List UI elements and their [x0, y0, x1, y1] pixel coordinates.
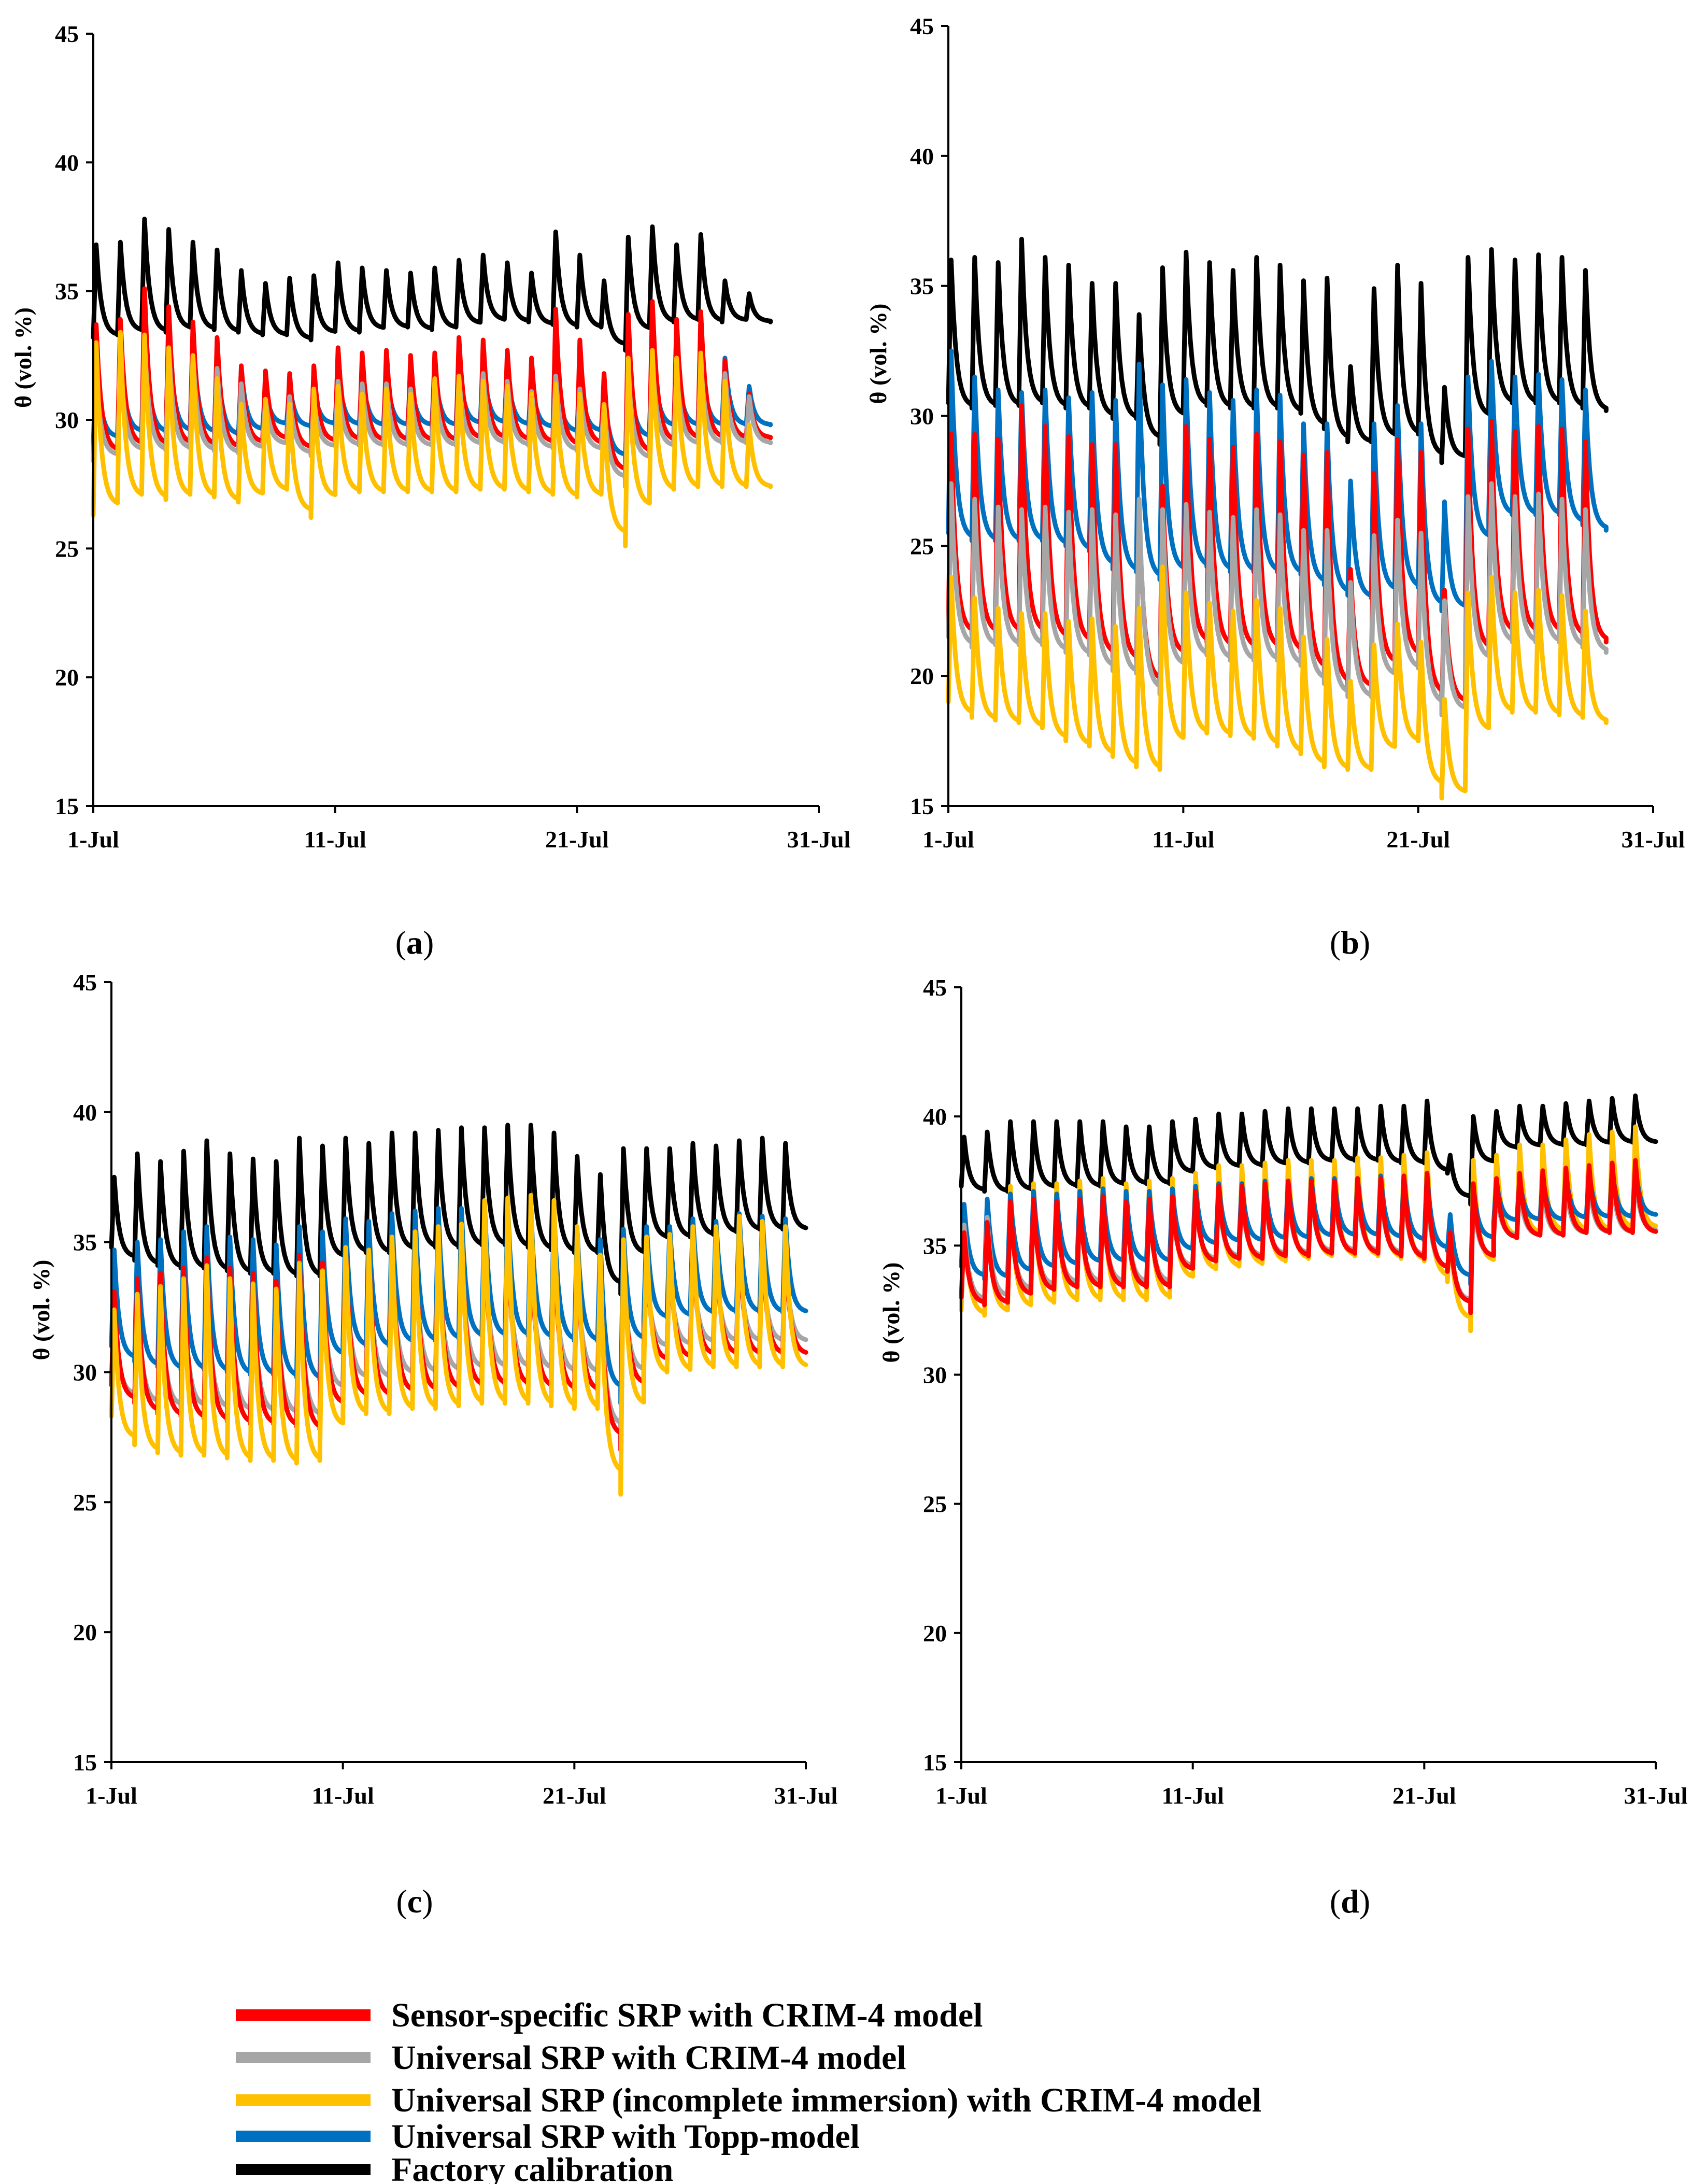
x-tick-label-c: 1-Jul [86, 1782, 137, 1809]
series-line-a-factory-calibration [91, 217, 773, 353]
y-tick-label-c: 15 [73, 1749, 97, 1776]
panel-label-d: (d) [1330, 1883, 1370, 1920]
legend-label-universal-crim: Universal SRP with CRIM-4 model [391, 2039, 906, 2077]
y-tick-label-b: 35 [910, 273, 934, 300]
y-axis-label-b: θ (vol. %) [865, 304, 891, 404]
chart-panel-c: 15 20 25 30 35 40 45 1-Jul 11-Jul 21-Jul 31-Jul θ (… [28, 969, 837, 1809]
y-tick-label-c: 30 [73, 1359, 97, 1386]
y-axis-label-d: θ (vol. %) [878, 1263, 904, 1363]
x-tick-label-d: 11-Jul [1162, 1782, 1224, 1809]
x-tick-label-c: 11-Jul [312, 1782, 374, 1809]
x-tick-label-c: 31-Jul [774, 1782, 838, 1809]
y-tick-label-b: 30 [910, 403, 934, 430]
y-tick-label-a: 35 [55, 278, 79, 305]
y-tick-label-d: 30 [923, 1362, 947, 1388]
y-tick-label-c: 45 [73, 969, 97, 996]
y-tick-label-a: 20 [55, 664, 79, 691]
panel-label-b: (b) [1330, 924, 1370, 961]
x-tick-label-d: 31-Jul [1624, 1782, 1688, 1809]
series-line-b-factory-calibration [946, 236, 1609, 465]
x-tick-label-b: 11-Jul [1152, 826, 1214, 853]
y-tick-label-d: 20 [923, 1620, 947, 1647]
y-tick-label-b: 15 [910, 793, 934, 819]
x-tick-label-a: 31-Jul [787, 826, 851, 853]
series-line-d-factory-calibration [959, 1093, 1658, 1207]
y-tick-label-a: 40 [55, 149, 79, 176]
y-tick-label-a: 25 [55, 535, 79, 562]
y-tick-label-d: 45 [923, 974, 947, 1001]
y-axis-label-a: θ (vol. %) [10, 307, 36, 408]
y-tick-label-a: 45 [55, 21, 79, 47]
y-tick-label-c: 20 [73, 1619, 97, 1646]
y-axis-label-c: θ (vol. %) [28, 1260, 54, 1360]
series-line-c-universal-srp-incomplete-immersion-with-crim-4-model [109, 1193, 808, 1497]
chart-panel-b: 15 20 25 30 35 40 45 1-Jul 11-Jul 21-Jul 31-Jul θ (… [865, 13, 1685, 853]
x-tick-label-c: 21-Jul [543, 1782, 606, 1809]
x-tick-label-d: 1-Jul [935, 1782, 987, 1809]
y-tick-label-a: 15 [55, 793, 79, 819]
y-tick-label-a: 30 [55, 407, 79, 433]
series-line-a-universal-srp-incomplete-immersion-with-crim-4-model [91, 330, 773, 548]
panel-label-a: (a) [395, 924, 434, 961]
y-tick-label-c: 25 [73, 1489, 97, 1515]
chart-panel-d: 15 20 25 30 35 40 45 1-Jul 11-Jul 21-Jul 31-Jul θ (… [878, 974, 1687, 1809]
series-line-d-sensor-specific-srp-with-crim-4-model [959, 1158, 1658, 1315]
x-tick-label-b: 1-Jul [922, 826, 974, 853]
x-tick-label-a: 11-Jul [304, 826, 366, 853]
legend-label-factory: Factory calibration [391, 2151, 673, 2184]
y-tick-label-d: 25 [923, 1491, 947, 1518]
y-tick-label-b: 25 [910, 533, 934, 559]
legend-label-incomplete-immersion: Universal SRP (incomplete immersion) wit… [391, 2081, 1261, 2119]
chart-panel-a: 15 20 25 30 35 40 45 1-Jul 11-Jul 21-Jul 31-Jul θ (… [10, 21, 850, 853]
y-tick-label-d: 35 [923, 1232, 947, 1259]
y-tick-label-d: 40 [923, 1103, 947, 1130]
x-tick-label-a: 1-Jul [67, 826, 119, 853]
legend-label-topp: Universal SRP with Topp-model [391, 2118, 860, 2155]
legend-label-sensor-specific: Sensor-specific SRP with CRIM-4 model [391, 1996, 983, 2034]
legend: Sensor-specific SRP with CRIM-4 model Un… [236, 1996, 1261, 2184]
y-tick-label-b: 20 [910, 663, 934, 689]
x-tick-label-a: 21-Jul [545, 826, 609, 853]
x-tick-label-b: 31-Jul [1622, 826, 1685, 853]
y-tick-label-b: 45 [910, 13, 934, 39]
y-tick-label-c: 35 [73, 1229, 97, 1256]
panel-label-c: (c) [396, 1883, 433, 1920]
series-line-b-universal-srp-incomplete-immersion-with-crim-4-model [946, 564, 1609, 801]
y-tick-label-b: 40 [910, 143, 934, 169]
y-tick-label-d: 15 [923, 1749, 947, 1776]
y-tick-label-c: 40 [73, 1099, 97, 1126]
x-tick-label-d: 21-Jul [1392, 1782, 1456, 1809]
x-tick-label-b: 21-Jul [1386, 826, 1450, 853]
chart-panels: 15 20 25 30 35 40 45 1-Jul 11-Jul 21-Jul 31-Jul θ (… [10, 13, 1687, 1809]
